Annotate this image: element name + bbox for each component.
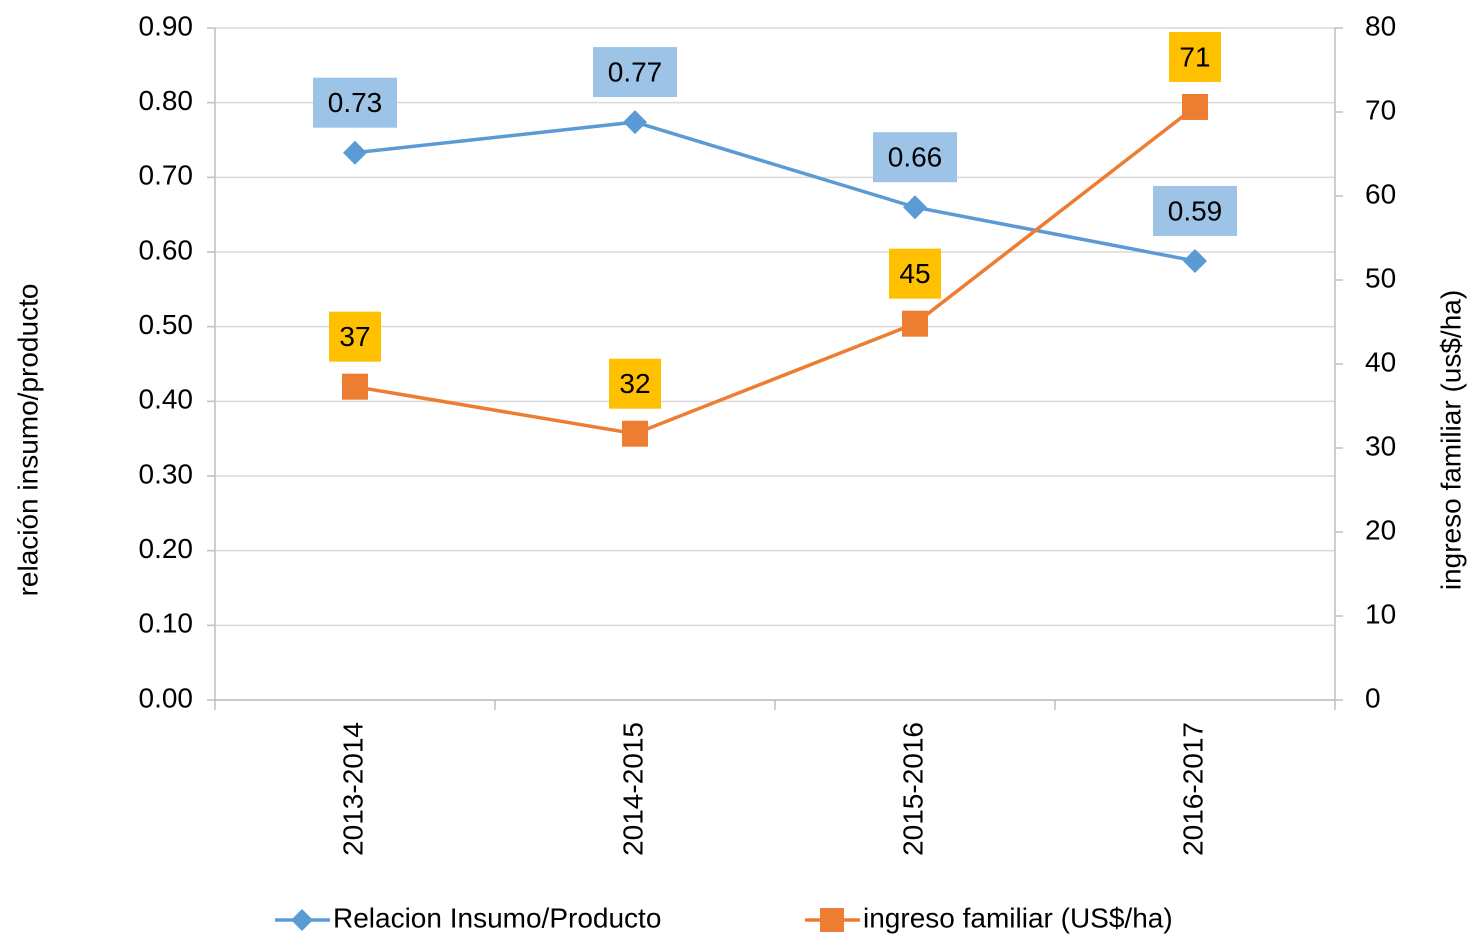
legend-marker bbox=[820, 908, 844, 932]
y-tick-label: 0.50 bbox=[139, 309, 194, 340]
y2-tick-label: 60 bbox=[1365, 178, 1396, 209]
data-label: 0.77 bbox=[608, 56, 663, 87]
y-tick-label: 0.70 bbox=[139, 160, 194, 191]
y2-tick-label: 70 bbox=[1365, 94, 1396, 125]
y-tick-label: 0.00 bbox=[139, 682, 194, 713]
series-marker bbox=[903, 195, 927, 220]
data-label-box bbox=[313, 77, 397, 128]
y-tick-label: 0.30 bbox=[139, 458, 194, 489]
y2-tick-label: 10 bbox=[1365, 598, 1396, 629]
legend-label: Relacion Insumo/Producto bbox=[333, 902, 661, 933]
data-label-box bbox=[1169, 31, 1221, 82]
y-tick-label: 0.60 bbox=[139, 234, 194, 265]
data-label-box bbox=[609, 358, 661, 409]
series-marker bbox=[902, 310, 928, 337]
y-tick-label: 0.20 bbox=[139, 533, 194, 564]
data-label: 0.66 bbox=[888, 142, 943, 173]
y2-tick-label: 0 bbox=[1365, 682, 1381, 713]
legend-marker bbox=[291, 909, 313, 931]
y2-axis-title: ingreso familiar (us$/ha) bbox=[1435, 290, 1466, 590]
data-label-box bbox=[889, 248, 941, 299]
data-label-box bbox=[593, 47, 677, 98]
series-marker bbox=[1182, 93, 1208, 120]
series-marker bbox=[343, 140, 367, 165]
x-tick-label: 2014-2015 bbox=[617, 722, 648, 856]
series-marker bbox=[622, 420, 648, 447]
y2-tick-label: 20 bbox=[1365, 514, 1396, 545]
x-tick-label: 2013-2014 bbox=[337, 722, 368, 856]
data-label-box bbox=[1153, 185, 1237, 236]
data-label-box bbox=[873, 132, 957, 183]
series-marker bbox=[623, 110, 647, 135]
y-axis-title: relación insumo/producto bbox=[12, 284, 43, 597]
y-tick-label: 0.90 bbox=[139, 10, 194, 41]
data-label-box bbox=[329, 311, 381, 362]
x-tick-label: 2016-2017 bbox=[1177, 722, 1208, 856]
series-line bbox=[354, 105, 1197, 436]
y2-tick-label: 40 bbox=[1365, 346, 1396, 377]
y2-tick-label: 80 bbox=[1365, 10, 1396, 41]
data-label: 37 bbox=[339, 321, 370, 352]
series-line bbox=[354, 120, 1196, 263]
data-label: 32 bbox=[619, 368, 650, 399]
data-label: 0.73 bbox=[328, 87, 383, 118]
series-marker bbox=[1183, 248, 1207, 273]
y2-tick-label: 30 bbox=[1365, 430, 1396, 461]
y2-tick-label: 50 bbox=[1365, 262, 1396, 293]
x-tick-label: 2015-2016 bbox=[897, 722, 928, 856]
y-tick-label: 0.10 bbox=[139, 608, 194, 639]
y-tick-label: 0.40 bbox=[139, 384, 194, 415]
data-label: 45 bbox=[899, 258, 930, 289]
series-marker bbox=[342, 373, 368, 400]
data-label: 71 bbox=[1179, 41, 1210, 72]
data-label: 0.59 bbox=[1168, 195, 1223, 226]
y-tick-label: 0.80 bbox=[139, 85, 194, 116]
legend-label: ingreso familiar (US$/ha) bbox=[863, 902, 1173, 933]
